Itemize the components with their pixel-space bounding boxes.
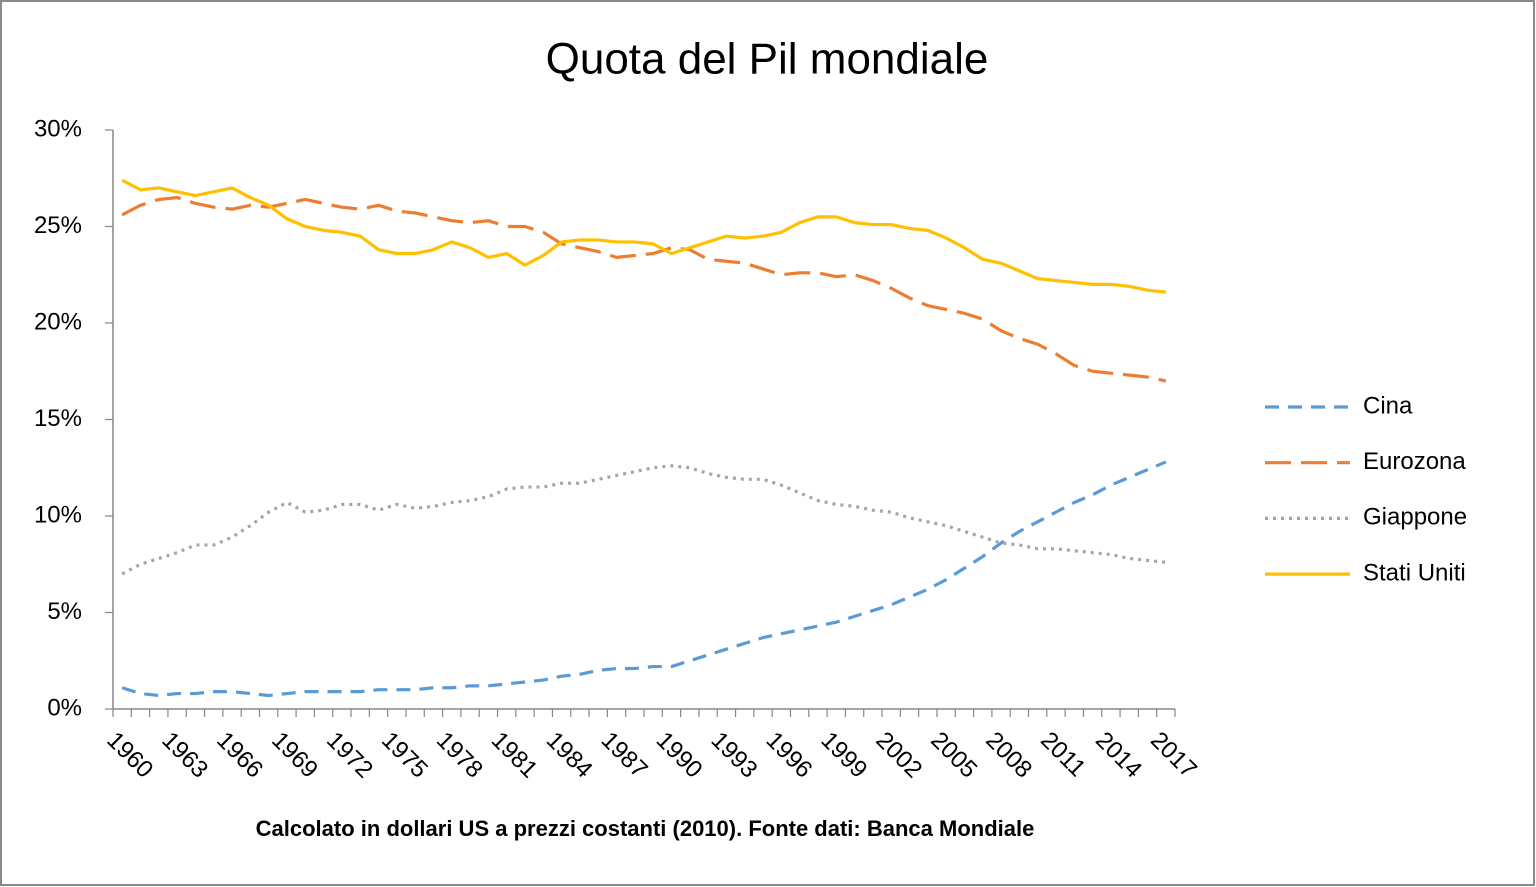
legend-label: Giappone (1363, 504, 1467, 531)
y-tick-label: 15% (34, 405, 82, 432)
legend-label: Eurozona (1363, 448, 1466, 475)
y-tick-label: 25% (34, 212, 82, 239)
chart-title: Quota del Pil mondiale (546, 35, 989, 84)
legend-label: Cina (1363, 392, 1413, 419)
y-tick-label: 20% (34, 308, 82, 335)
chart-subtitle: Calcolato in dollari US a prezzi costant… (256, 816, 1035, 841)
y-tick-label: 5% (47, 598, 82, 625)
series-line (121, 464, 1167, 576)
series-line (121, 195, 1167, 383)
y-tick-label: 30% (34, 115, 82, 142)
series-line (121, 178, 1167, 294)
y-tick-label: 0% (47, 694, 82, 721)
y-tick-label: 10% (34, 501, 82, 528)
legend-label: Stati Uniti (1363, 559, 1466, 586)
